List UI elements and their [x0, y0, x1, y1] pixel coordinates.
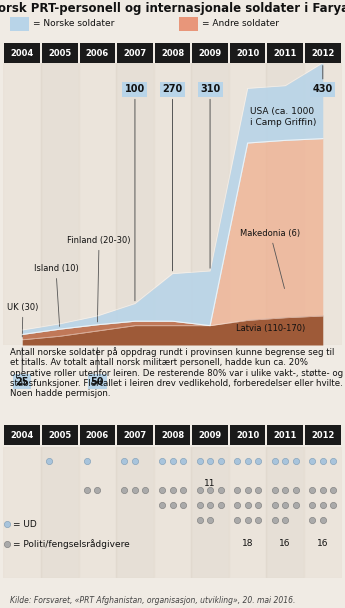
Text: Island (10): Island (10) [33, 264, 78, 326]
Text: USA (ca. 1000
i Camp Griffin): USA (ca. 1000 i Camp Griffin) [249, 107, 316, 127]
Bar [41, 447, 79, 578]
Bar [191, 63, 229, 345]
Text: 2010: 2010 [236, 430, 259, 440]
Bar [3, 447, 41, 578]
Text: 2004: 2004 [11, 49, 34, 58]
Bar [304, 447, 342, 578]
Text: 2011: 2011 [274, 49, 297, 58]
Text: 25: 25 [16, 348, 29, 387]
Text: Finland (20-30): Finland (20-30) [67, 236, 131, 322]
Text: 2007: 2007 [124, 430, 147, 440]
Bar [116, 63, 154, 345]
Text: 2010: 2010 [236, 49, 259, 58]
Bar [154, 447, 191, 578]
Text: 430: 430 [313, 66, 333, 94]
Text: = Andre soldater: = Andre soldater [202, 19, 279, 29]
Text: 2005: 2005 [48, 430, 71, 440]
Text: 50: 50 [91, 348, 104, 387]
Bar [154, 63, 191, 345]
Text: 16: 16 [317, 539, 328, 548]
Text: 2009: 2009 [198, 430, 221, 440]
Bar [304, 63, 342, 345]
Text: = UD: = UD [13, 520, 37, 529]
Text: Antall norske soldater på oppdrag rundt i provinsen kunne begrense seg til et ti: Antall norske soldater på oppdrag rundt … [10, 347, 344, 398]
Text: Norsk PRT-personell og internasjonale soldater i Faryab: Norsk PRT-personell og internasjonale so… [0, 2, 345, 15]
Text: = Politi/fengselsrådgivere: = Politi/fengselsrådgivere [13, 539, 130, 549]
Text: 2011: 2011 [274, 430, 297, 440]
Bar [79, 447, 116, 578]
Text: 2008: 2008 [161, 49, 184, 58]
Text: 2012: 2012 [311, 430, 334, 440]
Text: Kilde: Forsvaret, «PRT Afghanistan, organisasjon, utvikling», 20. mai 2016.: Kilde: Forsvaret, «PRT Afghanistan, orga… [10, 596, 296, 605]
Text: 2008: 2008 [161, 430, 184, 440]
Text: Makedonia (6): Makedonia (6) [240, 229, 300, 289]
Text: 2006: 2006 [86, 49, 109, 58]
Text: 16: 16 [279, 539, 291, 548]
Bar [79, 63, 116, 345]
Bar [229, 447, 266, 578]
Text: UK (30): UK (30) [7, 303, 39, 337]
Bar [229, 63, 266, 345]
Text: 270: 270 [162, 84, 183, 271]
Text: 2004: 2004 [11, 430, 34, 440]
Text: 2005: 2005 [48, 49, 71, 58]
Text: = Norske soldater: = Norske soldater [33, 19, 114, 29]
Text: 2007: 2007 [124, 49, 147, 58]
Text: 2009: 2009 [198, 49, 221, 58]
Text: 11: 11 [204, 479, 216, 488]
Text: 310: 310 [200, 84, 220, 268]
Bar [266, 447, 304, 578]
Text: 2006: 2006 [86, 430, 109, 440]
Bar [41, 63, 79, 345]
Text: 2012: 2012 [311, 49, 334, 58]
Bar [266, 63, 304, 345]
Bar [191, 447, 229, 578]
Text: 18: 18 [242, 539, 253, 548]
Text: Latvia (110-170): Latvia (110-170) [236, 324, 306, 333]
Bar [116, 447, 154, 578]
Bar [3, 63, 41, 345]
Text: 100: 100 [125, 84, 145, 301]
